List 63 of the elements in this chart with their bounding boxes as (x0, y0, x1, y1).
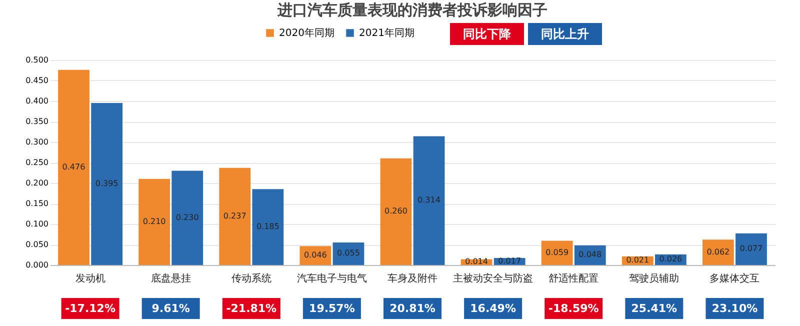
data-label: 0.476 (62, 162, 86, 172)
x-tick-label: 车身及附件 (388, 272, 438, 284)
x-tick-label: 驾驶员辅助 (629, 272, 680, 284)
x-tick-label: 主被动安全与防盗 (453, 272, 534, 284)
data-label: 0.048 (578, 250, 602, 260)
x-tick-label: 舒适性配置 (548, 272, 599, 284)
text: 25.41% (631, 302, 678, 315)
legend-label: 2020年同期 (279, 27, 334, 39)
data-label: 0.210 (142, 216, 166, 226)
text: 20.81% (390, 302, 436, 315)
legend-label: 2021年同期 (359, 27, 414, 39)
y-tick-label: 0.100 (26, 220, 48, 228)
text: -18.59% (548, 302, 599, 315)
text: 同比上升 (541, 27, 589, 41)
data-label: 0.077 (740, 244, 763, 254)
text: 9.61% (152, 302, 190, 315)
text: 19.57% (309, 302, 355, 315)
x-tick-label: 汽车电子与电气 (296, 272, 367, 284)
data-label: 0.314 (418, 196, 440, 205)
data-label: 0.260 (384, 206, 408, 216)
bar (252, 189, 284, 265)
y-tick-label: 0.050 (26, 240, 48, 249)
data-label: 0.059 (546, 248, 569, 257)
y-tick-label: 0.450 (26, 76, 48, 85)
data-label: 0.046 (304, 250, 327, 260)
text: -21.81% (226, 302, 277, 315)
bar (541, 240, 573, 265)
data-label: 0.021 (626, 256, 650, 265)
bar (138, 178, 170, 265)
data-label: 0.062 (706, 247, 730, 256)
y-tick-label: 0.200 (26, 178, 48, 188)
y-tick-label: 0.300 (26, 138, 48, 146)
y-tick-label: 0.150 (26, 199, 48, 208)
text: -17.12% (65, 302, 116, 315)
x-tick-label: 底盘悬挂 (150, 272, 191, 284)
data-label: 0.237 (223, 211, 246, 220)
y-tick-label: 0.350 (26, 117, 48, 126)
data-label: 0.017 (498, 256, 522, 266)
data-label: 0.055 (337, 248, 360, 258)
x-tick-label: 多媒体交互 (710, 272, 760, 284)
data-label: 0.185 (256, 222, 280, 232)
text: 16.49% (470, 302, 516, 315)
text: 同比下降 (463, 27, 512, 41)
y-tick-label: 0.400 (26, 96, 48, 106)
x-tick-label: 传动系统 (231, 272, 272, 284)
bar (736, 233, 767, 265)
bar (413, 136, 445, 265)
y-tick-label: 0.500 (26, 56, 48, 64)
data-label: 0.395 (95, 179, 118, 188)
y-tick-label: 0.000 (26, 260, 48, 270)
bar (219, 168, 251, 265)
data-label: 0.230 (176, 212, 199, 222)
bar (58, 70, 90, 265)
text: 23.10% (712, 302, 758, 315)
chart-title: 进口汽车质量表现的消费者投诉影响因子 (276, 1, 548, 19)
y-tick-label: 0.250 (26, 158, 48, 167)
bar (380, 158, 412, 265)
data-label: 0.026 (659, 254, 682, 264)
bar (172, 170, 204, 265)
x-tick-label: 发动机 (75, 272, 106, 284)
bar (702, 240, 734, 265)
bar (91, 103, 122, 265)
data-label: 0.014 (465, 257, 488, 266)
